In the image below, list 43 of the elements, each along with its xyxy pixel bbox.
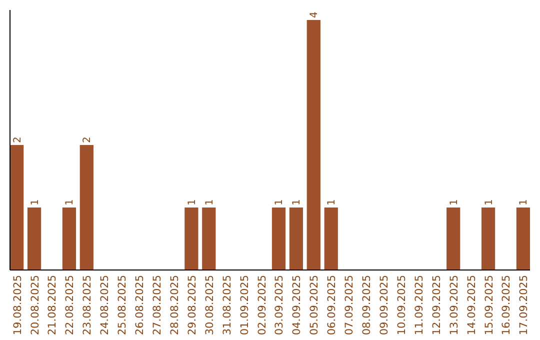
data-label: 1 [484, 199, 495, 206]
data-label: 1 [292, 199, 303, 206]
x-tick-label: 27.08.2025 [152, 275, 164, 336]
x-tick-label: 31.08.2025 [221, 275, 234, 336]
x-tick-label: 08.09.2025 [361, 275, 374, 336]
x-tick-label: 14.09.2025 [466, 275, 478, 336]
data-label: 1 [274, 199, 286, 206]
data-label: 2 [12, 136, 24, 143]
x-tick-label: 05.09.2025 [308, 275, 321, 336]
x-tick-label: 22.08.2025 [64, 275, 76, 336]
x-tick-label: 02.09.2025 [256, 275, 268, 336]
x-tick-label: 20.08.2025 [29, 275, 42, 336]
x-tick-label: 24.08.2025 [99, 275, 112, 336]
x-tick-label: 03.09.2025 [274, 275, 286, 336]
x-tick-label: 09.09.2025 [378, 275, 390, 336]
x-tick-label: 30.08.2025 [204, 275, 216, 336]
data-label: 1 [186, 199, 198, 206]
x-tick-label: 16.09.2025 [500, 275, 513, 336]
x-tick-label: 10.09.2025 [396, 275, 408, 336]
x-tick-label: 07.09.2025 [344, 275, 356, 336]
x-tick-label: 04.09.2025 [291, 275, 304, 336]
x-tick-label: 21.08.2025 [46, 275, 59, 336]
data-label: 1 [204, 199, 216, 206]
data-label: 1 [64, 199, 76, 206]
x-tick-label: 11.09.2025 [413, 275, 426, 336]
data-label: 1 [518, 199, 530, 206]
data-label: 4 [309, 12, 320, 18]
x-tick-label: 23.08.2025 [82, 275, 94, 336]
data-label: 1 [30, 199, 41, 206]
x-tick-label: 28.08.2025 [168, 275, 181, 336]
x-tick-label: 19.08.2025 [12, 275, 24, 336]
x-tick-label: 12.09.2025 [430, 275, 443, 336]
x-tick-label: 15.09.2025 [483, 275, 496, 336]
x-tick-label: 13.09.2025 [448, 275, 460, 336]
x-tick-label: 17.09.2025 [518, 275, 530, 336]
data-label: 2 [82, 136, 94, 143]
x-tick-label: 29.08.2025 [186, 275, 198, 336]
data-label: 1 [448, 199, 460, 206]
data-label: 1 [326, 199, 338, 206]
x-tick-label: 06.09.2025 [326, 275, 338, 336]
x-tick-label: 26.08.2025 [134, 275, 146, 336]
x-tick-label: 01.09.2025 [238, 275, 251, 336]
x-tick-label: 25.08.2025 [116, 275, 129, 336]
